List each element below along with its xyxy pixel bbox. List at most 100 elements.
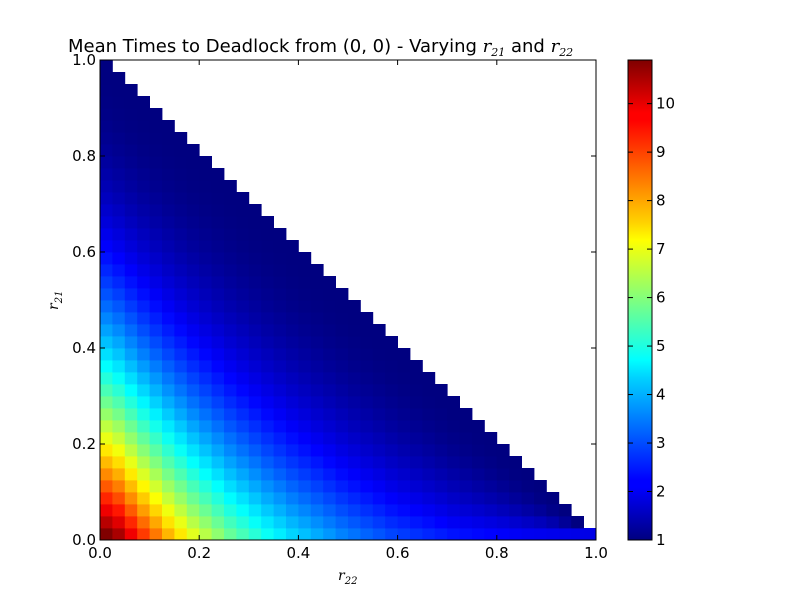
heatmap-cell <box>224 468 237 481</box>
heatmap-cell <box>372 372 386 385</box>
heatmap-cell <box>112 72 126 85</box>
heatmap-cell <box>286 456 299 469</box>
heatmap-cell <box>298 408 312 421</box>
heatmap-cell <box>397 432 411 445</box>
heatmap-cell <box>211 504 225 517</box>
heatmap-cell <box>199 192 212 205</box>
heatmap-cell <box>397 384 411 397</box>
heatmap-cell <box>199 504 212 517</box>
heatmap-cell <box>149 276 163 289</box>
heatmap-cell <box>410 456 423 469</box>
heatmap-cell <box>199 480 212 493</box>
heatmap-cell <box>174 432 188 445</box>
heatmap-cell <box>199 432 212 445</box>
heatmap-cell <box>360 420 374 433</box>
heatmap-cell <box>149 360 163 373</box>
heatmap-cell <box>372 408 386 421</box>
heatmap-cell <box>186 348 200 361</box>
heatmap-cell <box>186 504 200 517</box>
heatmap-cell <box>100 444 113 457</box>
heatmap-cell <box>273 372 287 385</box>
heatmap-cell <box>149 264 163 277</box>
heatmap-cell <box>286 528 299 541</box>
heatmap-cell <box>186 516 200 529</box>
heatmap-cell <box>149 468 163 481</box>
heatmap-cell <box>472 492 485 505</box>
heatmap-cell <box>323 444 336 457</box>
heatmap-cell <box>434 432 448 445</box>
heatmap-cell <box>236 528 250 541</box>
heatmap-cell <box>410 528 423 541</box>
heatmap-cell <box>298 444 312 457</box>
heatmap-cell <box>112 144 126 157</box>
heatmap-cell <box>162 132 175 145</box>
x-axis-label: r22 <box>338 568 357 587</box>
heatmap-cell <box>174 276 188 289</box>
heatmap-cell <box>186 180 200 193</box>
heatmap-cell <box>496 528 510 541</box>
heatmap-cell <box>360 480 374 493</box>
heatmap-cell <box>186 432 200 445</box>
heatmap-cell <box>236 456 250 469</box>
heatmap-cell <box>397 408 411 421</box>
heatmap-cell <box>224 432 237 445</box>
heatmap-cell <box>372 420 386 433</box>
x-tick-label: 0.2 <box>187 544 211 562</box>
heatmap-cell <box>397 504 411 517</box>
heatmap-cell <box>335 300 349 313</box>
heatmap-cell <box>472 480 485 493</box>
heatmap-cell <box>261 420 274 433</box>
heatmap-cell <box>211 528 225 541</box>
heatmap-cell <box>546 528 560 541</box>
heatmap-cell <box>236 360 250 373</box>
heatmap-cell <box>472 468 485 481</box>
heatmap-cell <box>484 432 498 445</box>
heatmap-cell <box>124 144 138 157</box>
heatmap-cell <box>273 492 287 505</box>
heatmap-cell <box>162 240 175 253</box>
heatmap-cell <box>162 120 175 133</box>
heatmap-cell <box>348 372 361 385</box>
heatmap-cell <box>199 156 212 169</box>
heatmap-cell <box>236 324 250 337</box>
heatmap-cell <box>162 156 175 169</box>
chart-title: Mean Times to Deadlock from (0, 0) - Var… <box>68 36 573 59</box>
heatmap-cell <box>162 264 175 277</box>
heatmap-cell <box>335 468 349 481</box>
heatmap-cell <box>199 180 212 193</box>
heatmap-cell <box>224 252 237 265</box>
heatmap-cell <box>261 288 274 301</box>
heatmap-cell <box>211 384 225 397</box>
heatmap-cell <box>273 312 287 325</box>
heatmap-cell <box>422 420 436 433</box>
heatmap-cell <box>496 456 510 469</box>
heatmap-cell <box>174 216 188 229</box>
heatmap-cell <box>174 504 188 517</box>
heatmap-cell <box>124 168 138 181</box>
heatmap-cell <box>410 420 423 433</box>
heatmap-cell <box>447 456 460 469</box>
heatmap-cell <box>211 240 225 253</box>
heatmap-cell <box>236 492 250 505</box>
heatmap-cell <box>149 192 163 205</box>
heatmap-cell <box>348 468 361 481</box>
heatmap-cell <box>410 408 423 421</box>
heatmap-cell <box>422 480 436 493</box>
heatmap-cell <box>199 492 212 505</box>
heatmap-cell <box>248 348 262 361</box>
heatmap-cell <box>310 468 324 481</box>
heatmap-cell <box>273 228 287 241</box>
heatmap-cell <box>137 144 150 157</box>
heatmap-cell <box>149 216 163 229</box>
heatmap-cell <box>335 504 349 517</box>
heatmap-cell <box>310 396 324 409</box>
heatmap-cell <box>248 456 262 469</box>
heatmap-cell <box>174 384 188 397</box>
heatmap-cell <box>100 216 113 229</box>
heatmap-cell <box>137 492 150 505</box>
heatmap-cell <box>434 480 448 493</box>
heatmap-cell <box>410 432 423 445</box>
heatmap-cell <box>298 420 312 433</box>
heatmap-cell <box>459 516 473 529</box>
heatmap-cell <box>124 456 138 469</box>
